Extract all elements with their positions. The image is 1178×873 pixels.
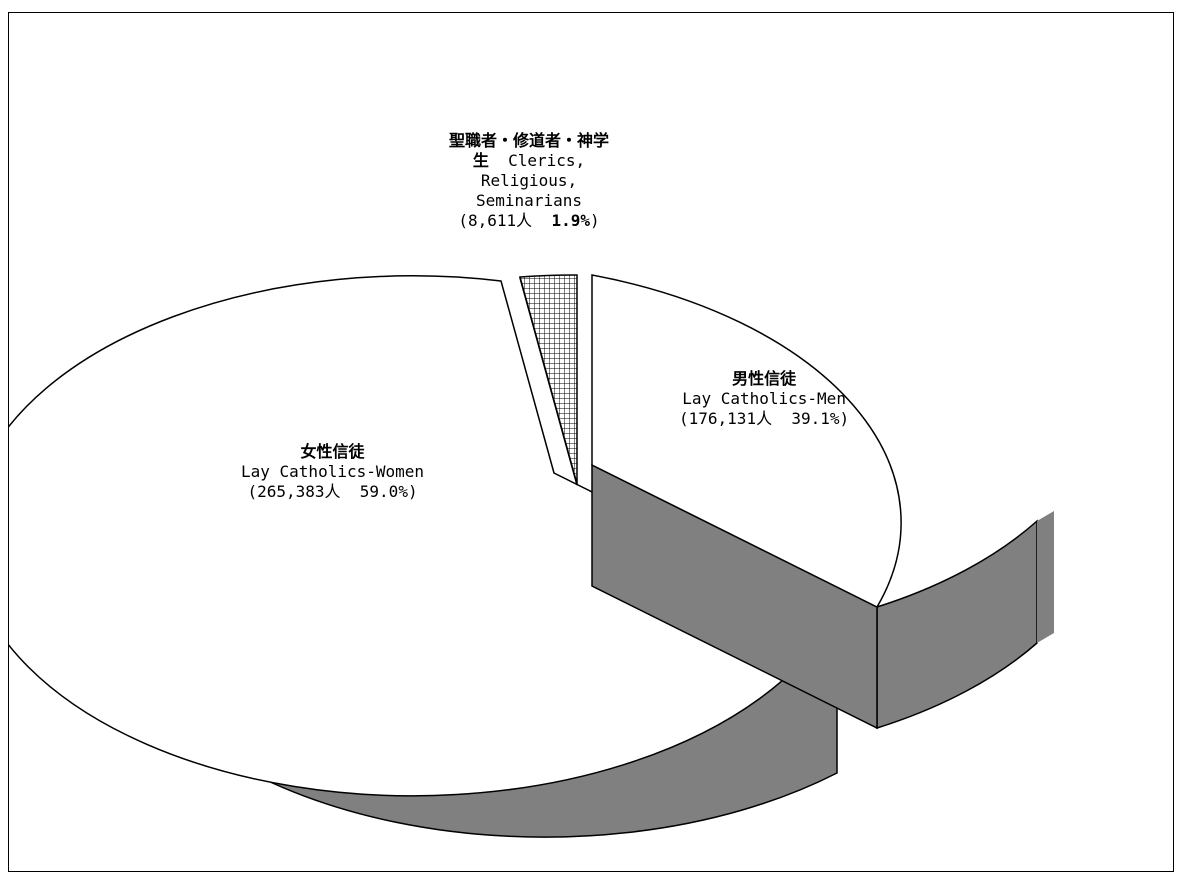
slice-men-side-edge: [1037, 511, 1054, 643]
label-clerics: 聖職者・修道者・神学 生 Clerics, Religious, Seminar…: [449, 131, 610, 230]
chart-frame: 聖職者・修道者・神学 生 Clerics, Religious, Seminar…: [8, 12, 1174, 872]
label-women: 女性信徒 Lay Catholics-Women (265,383人 59.0%…: [241, 442, 425, 501]
slice-men-side-front: [876, 519, 1038, 730]
slice-men-top: [591, 274, 902, 608]
slice-clerics-top: [519, 274, 578, 485]
pie-slice-women: [9, 275, 839, 838]
pie-slice-men: [591, 274, 1054, 730]
pie-slice-clerics: [519, 274, 578, 486]
slice-women-top: [9, 275, 839, 797]
pie-chart: [9, 274, 1054, 838]
label-men: 男性信徒 Lay Catholics-Men (176,131人 39.1%): [679, 369, 850, 428]
